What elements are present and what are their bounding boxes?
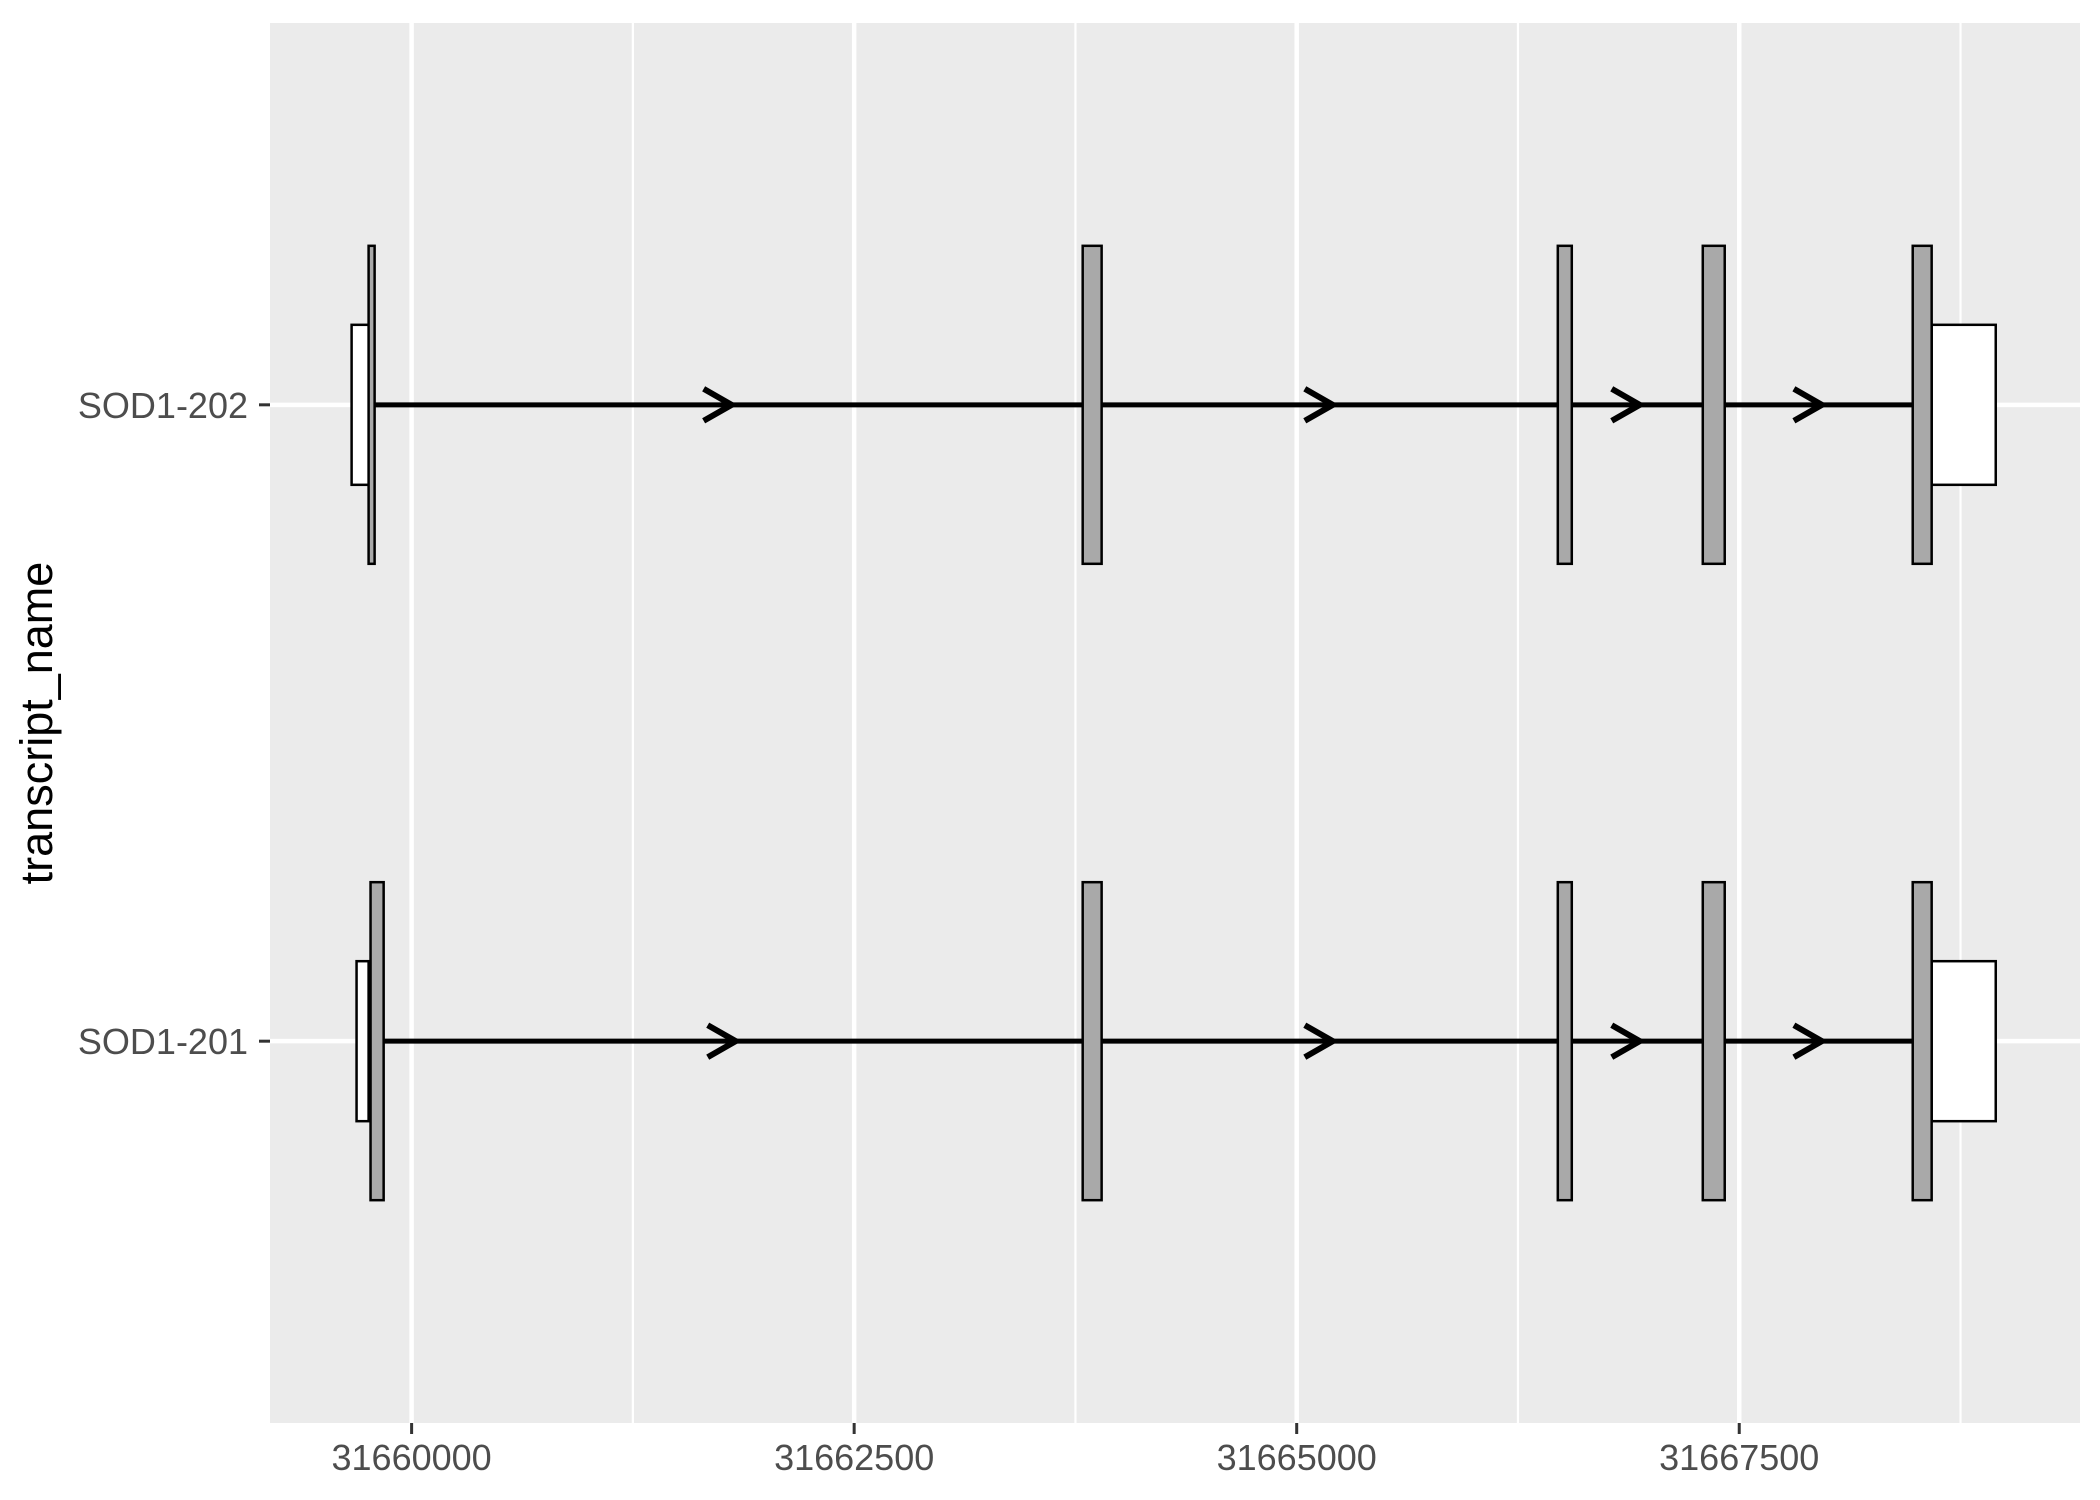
exon-box xyxy=(1556,244,1574,566)
transcript-row xyxy=(355,880,1997,1202)
strand-arrow-icon xyxy=(706,1022,742,1060)
y-axis-title: transcript_name xyxy=(11,562,62,885)
exon-box xyxy=(1081,880,1103,1202)
strand-arrow-icon xyxy=(1792,1022,1828,1060)
x-tick-label: 31667500 xyxy=(1659,1437,1819,1478)
exon-box xyxy=(1701,880,1726,1202)
strand-arrow-icon xyxy=(1303,386,1339,424)
exon-box xyxy=(1556,880,1574,1202)
strand-arrow-icon xyxy=(1610,1022,1646,1060)
transcript-row xyxy=(350,244,1997,566)
utr-box xyxy=(1930,323,1997,487)
exon-box xyxy=(1911,244,1933,566)
transcript-label: SOD1-201 xyxy=(78,1021,248,1062)
strand-arrow-icon xyxy=(1792,386,1828,424)
strand-arrow-icon xyxy=(702,386,738,424)
x-tick-label: 31662500 xyxy=(774,1437,934,1478)
exon-box xyxy=(1911,880,1933,1202)
axes: SOD1-202 SOD1-201 31660000 31662500 31665000… xyxy=(78,385,1819,1478)
x-tick-label: 31660000 xyxy=(332,1437,492,1478)
utr-box xyxy=(355,959,370,1123)
strand-arrow-icon xyxy=(1303,1022,1339,1060)
x-tick-label: 31665000 xyxy=(1217,1437,1377,1478)
exon-box xyxy=(369,880,385,1202)
transcript-label: SOD1-202 xyxy=(78,385,248,426)
utr-box xyxy=(1930,959,1997,1123)
strand-arrow-icon xyxy=(1610,386,1646,424)
panel-background xyxy=(270,23,2080,1423)
exon-box xyxy=(1081,244,1103,566)
exon-box xyxy=(367,244,376,566)
plot-panel xyxy=(270,23,2080,1423)
exon-box xyxy=(1701,244,1726,566)
